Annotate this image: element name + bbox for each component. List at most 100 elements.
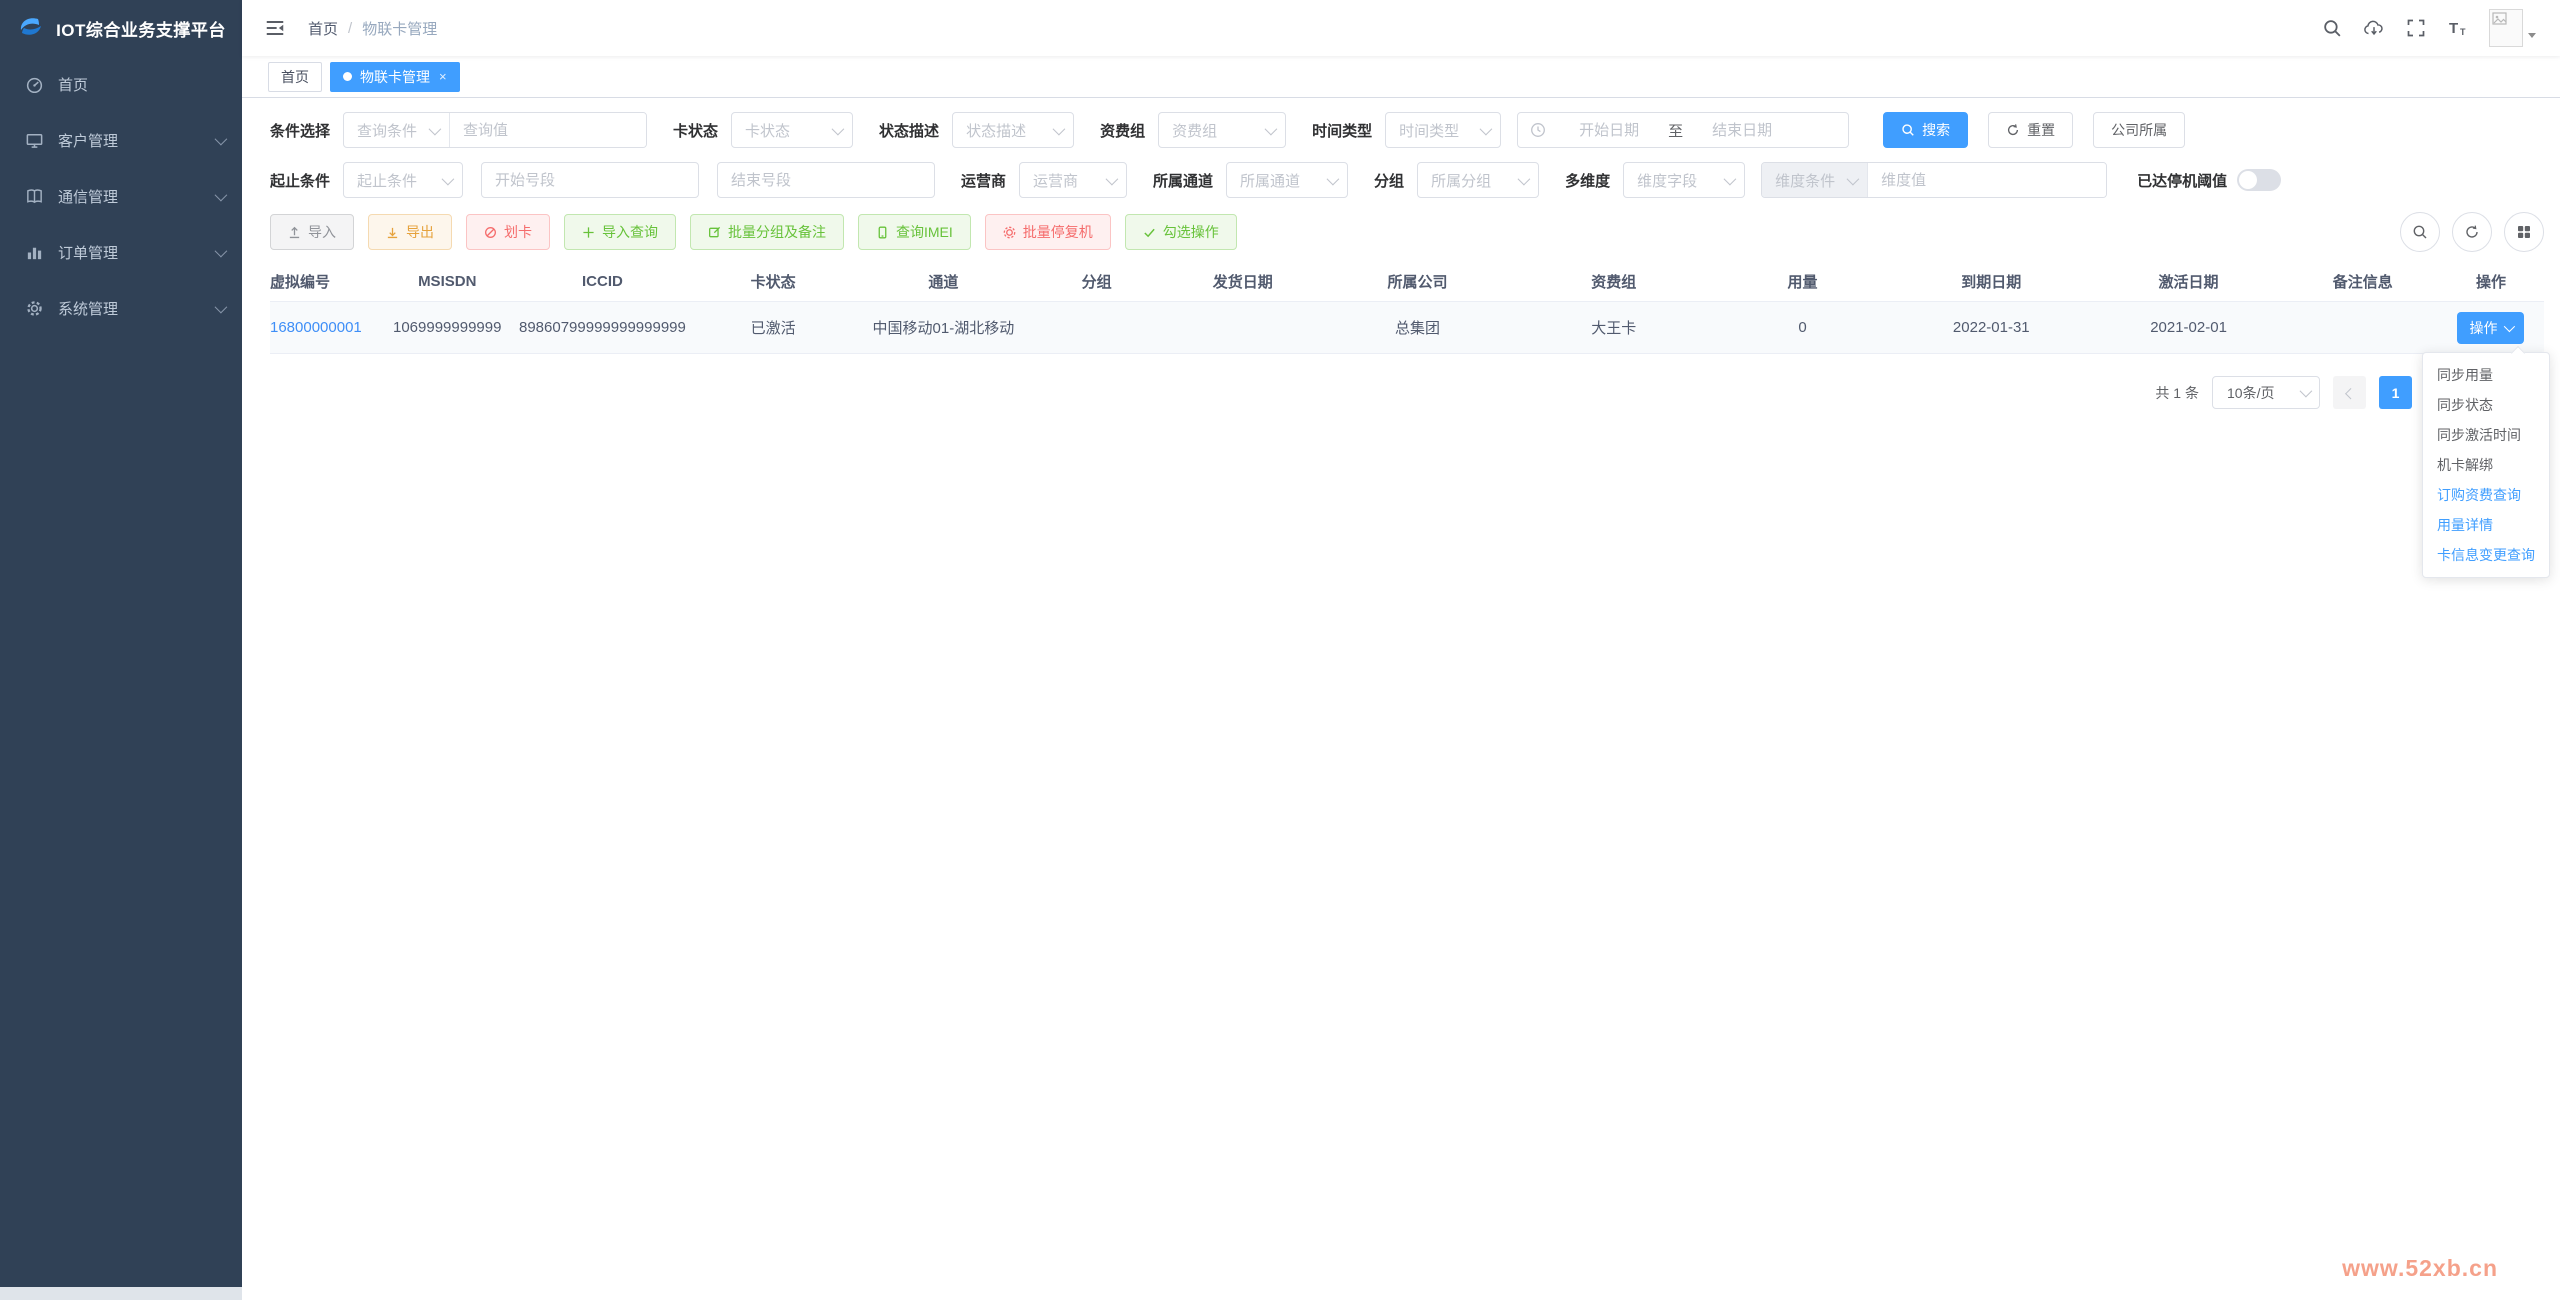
search-icon[interactable] [2321,17,2343,39]
group-select[interactable]: 所属分组 [1417,162,1540,198]
table-search-icon[interactable] [2400,212,2440,252]
channel-select[interactable]: 所属通道 [1226,162,1349,198]
dimension-field-select[interactable]: 维度字段 [1623,162,1746,198]
query-imei-button[interactable]: 查询IMEI [858,214,971,250]
condition-select[interactable]: 查询条件 [344,113,451,147]
menu-item-order-fee-query[interactable]: 订购资费查询 [2437,486,2522,503]
search-button[interactable]: 搜索 [1883,112,1969,148]
gear-icon [24,298,44,318]
end-date-input[interactable] [1687,121,1798,139]
operator-label: 运营商 [961,172,1007,190]
col-header: ICCID [582,273,623,290]
range-end-input[interactable] [717,162,936,198]
page-1-button[interactable]: 1 [2379,376,2412,409]
menu-item-unbind-device[interactable]: 机卡解绑 [2437,456,2494,473]
threshold-toggle[interactable] [2237,169,2282,191]
col-header: 通道 [928,274,959,291]
chevron-down-icon [1723,172,1737,185]
tab-iot-card-mgmt[interactable]: 物联卡管理 × [330,61,460,92]
row-action-button[interactable]: 操作 [2457,311,2525,344]
svg-text:T: T [2460,27,2466,37]
sidebar-item-customer-mgmt[interactable]: 客户管理 [0,112,242,168]
range-start-input[interactable] [481,162,700,198]
chevron-down-icon [1479,122,1493,135]
sidebar-item-label: 首页 [58,76,89,94]
condition-group: 查询条件 [343,112,648,148]
menu-item-sync-status[interactable]: 同步状态 [2437,396,2494,413]
col-header: 分组 [1081,274,1112,291]
monitor-icon [24,130,44,150]
chevron-down-icon [214,300,228,313]
dashboard-icon [24,74,44,94]
batch-stop-resume-button[interactable]: 批量停复机 [984,214,1111,250]
cloud-download-icon[interactable] [2363,17,2385,39]
date-range-picker[interactable]: 至 [1517,112,1850,148]
range-label: 起止条件 [270,172,331,190]
tab-label: 首页 [281,68,309,85]
col-header: MSISDN [418,273,477,290]
fullscreen-icon[interactable] [2405,17,2427,39]
start-date-input[interactable] [1554,121,1665,139]
check-ops-button[interactable]: 勾选操作 [1124,214,1237,250]
batch-group-remark-button[interactable]: 批量分组及备注 [690,214,844,250]
collapse-sidebar-icon[interactable] [264,17,286,39]
logo-icon [16,13,46,43]
threshold-label: 已达停机阈值 [2137,172,2228,190]
sidebar-item-label: 系统管理 [58,300,119,318]
huaka-button[interactable]: 划卡 [466,214,550,250]
prev-page-button[interactable] [2333,376,2366,409]
operator-select[interactable]: 运营商 [1019,162,1128,198]
active-dot-icon [343,72,352,81]
cards-table: 虚拟编号 MSISDN ICCID 卡状态 通道 分组 发货日期 所属公司 资费… [270,262,2551,578]
export-button[interactable]: 导出 [368,214,452,250]
status-desc-select[interactable]: 状态描述 [952,112,1075,148]
company-filter-button[interactable]: 公司所属 [2093,112,2186,148]
import-button[interactable]: 导入 [270,214,354,250]
clock-icon [1530,122,1546,138]
user-menu[interactable] [2489,9,2536,47]
sidebar-item-system-mgmt[interactable]: 系统管理 [0,280,242,336]
menu-item-sync-activation-time[interactable]: 同步激活时间 [2437,426,2522,443]
col-header: 资费组 [1591,274,1637,291]
chevron-down-icon [2504,320,2516,332]
dimension-condition-select[interactable]: 维度条件 [1762,163,1869,197]
pagination: 共 1 条 10条/页 1 页 [270,376,2544,409]
table-header: 虚拟编号 MSISDN ICCID 卡状态 通道 分组 发货日期 所属公司 资费… [270,262,2544,302]
breadcrumb: 首页 / 物联卡管理 [308,18,437,39]
col-header: 所属公司 [1387,274,1448,291]
cell-expire-date: 2022-01-31 [1952,319,2030,336]
dimension-value-input[interactable] [1868,163,2107,197]
bar-chart-icon [24,242,44,262]
menu-item-usage-detail[interactable]: 用量详情 [2437,516,2494,533]
tab-label: 物联卡管理 [360,68,430,85]
sidebar-item-label: 客户管理 [58,132,119,150]
menu-item-sync-usage[interactable]: 同步用量 [2437,366,2494,383]
sidebar-item-home[interactable]: 首页 [0,56,242,112]
cell-channel: 中国移动01-湖北移动 [872,320,1015,337]
time-type-select[interactable]: 时间类型 [1385,112,1502,148]
row-action-menu: 同步用量 同步状态 同步激活时间 机卡解绑 订购资费查询 用量详情 卡信息变更查… [2422,351,2551,578]
reset-button[interactable]: 重置 [1988,112,2074,148]
range-select[interactable]: 起止条件 [343,162,464,198]
sidebar-item-order-mgmt[interactable]: 订单管理 [0,224,242,280]
table-columns-grid-icon[interactable] [2504,212,2544,252]
close-tab-icon[interactable]: × [439,69,447,84]
watermark: www.52xb.cn [2342,1255,2498,1281]
cell-active-date: 2021-02-01 [2150,319,2227,336]
virtual-no-link[interactable]: 16800000001 [270,319,362,336]
card-status-select[interactable]: 卡状态 [731,112,854,148]
breadcrumb-separator: / [348,19,353,37]
filter-row-2: 起止条件 起止条件 运营商 运营商 所属通道 所属通道 分组 所属分组 多维度 … [270,162,2544,198]
fee-group-select[interactable]: 资费组 [1158,112,1287,148]
breadcrumb-home[interactable]: 首页 [308,20,339,38]
table-refresh-icon[interactable] [2452,212,2492,252]
sidebar-item-communication-mgmt[interactable]: 通信管理 [0,168,242,224]
page-size-select[interactable]: 10条/页 [2212,376,2320,409]
menu-item-card-info-change-query[interactable]: 卡信息变更查询 [2437,546,2536,563]
condition-value-input[interactable] [450,113,647,147]
tab-home[interactable]: 首页 [268,61,322,92]
import-query-button[interactable]: 导入查询 [564,214,676,250]
